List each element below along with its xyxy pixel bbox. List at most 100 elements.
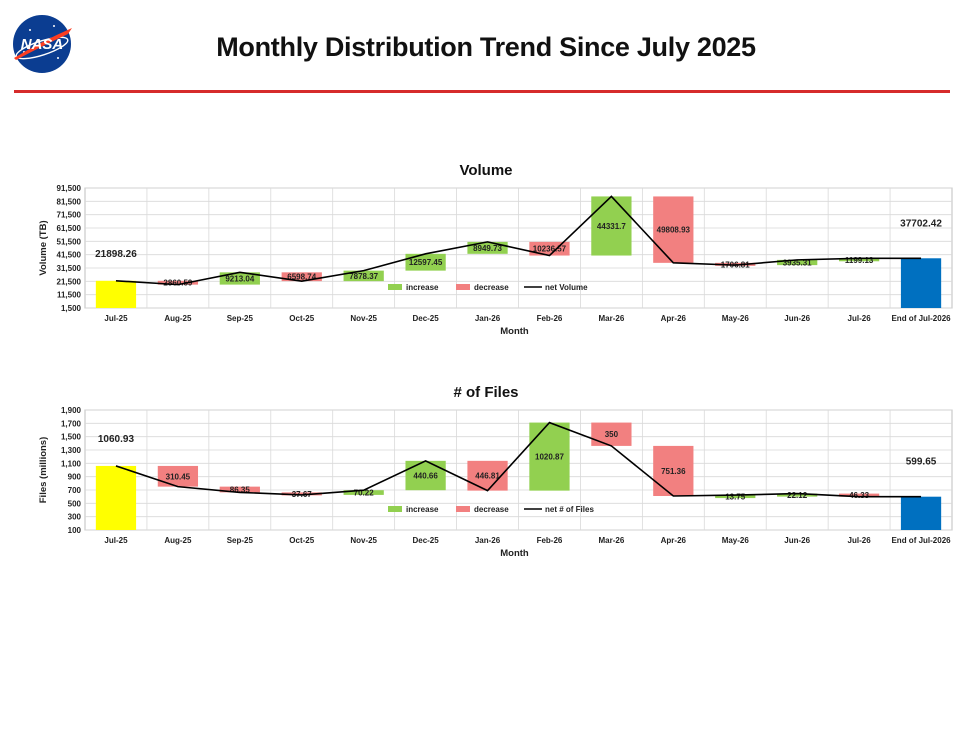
chart0-bar-label: 12597.45 xyxy=(409,258,443,267)
chart1-legend-label-decrease: decrease xyxy=(474,505,509,514)
chart1-ytick-label: 1,100 xyxy=(61,459,82,468)
chart1-xtick-label: Jan-26 xyxy=(475,536,501,545)
chart0-bar-label: 2860.59 xyxy=(163,279,192,288)
chart0-bar-label: 6598.74 xyxy=(287,273,316,282)
chart0-xtick-label: Aug-25 xyxy=(164,314,192,323)
chart0-bar-start xyxy=(95,280,137,308)
chart0-bar-end xyxy=(900,258,942,308)
chart0-ytick-label: 41,500 xyxy=(57,251,82,260)
chart1-bar-label: 46.33 xyxy=(849,491,870,500)
chart0-xtick-label: Jul-25 xyxy=(104,314,128,323)
chart0-ytick-label: 1,500 xyxy=(61,304,82,313)
chart0-ytick-label: 91,500 xyxy=(57,184,82,193)
chart1-bar-increase xyxy=(777,493,818,497)
chart0-xtick-label: Feb-26 xyxy=(537,314,563,323)
chart0-bar-increase xyxy=(591,196,632,256)
chart0-ytick-label: 31,500 xyxy=(57,264,82,273)
chart1-bar-increase xyxy=(405,460,446,491)
chart0-ytick-label: 11,500 xyxy=(57,291,82,300)
chart0-bar-label: 44331.7 xyxy=(597,222,626,231)
chart0-bar-increase xyxy=(405,253,446,271)
chart0-xtick-label: Jan-26 xyxy=(475,314,501,323)
chart1-yaxis-label: Files (millions) xyxy=(38,437,49,504)
chart0-legend-swatch-decrease xyxy=(456,284,470,290)
chart1-legend-label-net: net # of Files xyxy=(545,505,594,514)
chart1-xaxis-label: Month xyxy=(500,548,529,559)
chart1-bar-label: 446.81 xyxy=(475,472,500,481)
chart1-bar-increase xyxy=(343,490,384,495)
chart1-xtick-label: Dec-25 xyxy=(412,536,439,545)
chart0-bar-label: 1199.13 xyxy=(845,256,874,265)
chart0-bar-label: 10236.57 xyxy=(533,245,567,254)
chart0-legend-label-decrease: decrease xyxy=(474,283,509,292)
chart1-ytick-label: 1,300 xyxy=(61,446,82,455)
chart1-ytick-label: 1,700 xyxy=(61,419,82,428)
chart1-xtick-label: Feb-26 xyxy=(537,536,563,545)
chart1-bar-label: 440.66 xyxy=(413,472,438,481)
chart1-title: # of Files xyxy=(453,384,518,401)
chart1-bar-label: 310.45 xyxy=(166,472,191,481)
chart1-bar-label: 350 xyxy=(605,430,619,439)
chart1-ytick-label: 900 xyxy=(68,473,82,482)
chart0-ytick-label: 81,500 xyxy=(57,197,82,206)
chart0-ytick-label: 71,500 xyxy=(57,211,82,220)
chart1-bar-end xyxy=(900,496,942,530)
chart1-bar-label: 751.36 xyxy=(661,467,686,476)
chart0-ytick-label: 61,500 xyxy=(57,224,82,233)
chart1-bar-label: 1060.93 xyxy=(98,434,135,445)
chart1-ytick-label: 1,900 xyxy=(61,406,82,415)
chart0-bar-decrease xyxy=(157,280,199,285)
chart0-net-line xyxy=(115,195,922,286)
chart0-xtick-label: Nov-25 xyxy=(350,314,377,323)
chart1-legend-swatch-increase xyxy=(388,506,402,512)
chart1-bar-label: 22.12 xyxy=(787,491,808,500)
chart1-bar-label: 86.35 xyxy=(230,486,251,495)
chart0-xtick-label: Jun-26 xyxy=(784,314,810,323)
chart1-xtick-label: End of Jul-2026 xyxy=(891,536,951,545)
chart0-bar-label: 7878.37 xyxy=(349,272,378,281)
chart0-bar-label: 8949.73 xyxy=(473,244,502,253)
chart1-ytick-label: 1,500 xyxy=(61,433,82,442)
chart0-xtick-label: Oct-25 xyxy=(289,314,314,323)
chart0-legend: increase decrease net Volume xyxy=(388,283,588,292)
chart0-legend-label-increase: increase xyxy=(406,283,439,292)
chart1-xtick-label: Apr-26 xyxy=(661,536,687,545)
chart0-bar-increase xyxy=(838,258,880,262)
chart1-xtick-label: Jul-26 xyxy=(848,536,872,545)
chart1-legend-swatch-decrease xyxy=(456,506,470,512)
chart1-legend: increase decrease net # of Files xyxy=(388,505,594,514)
page-title: Monthly Distribution Trend Since July 20… xyxy=(216,32,756,62)
chart0-bar-label: 37702.42 xyxy=(900,218,942,229)
chart0-bar-label: 49808.93 xyxy=(657,226,691,235)
chart1-xtick-label: Mar-26 xyxy=(598,536,624,545)
title-divider xyxy=(14,90,950,93)
chart0-xtick-label: May-26 xyxy=(722,314,750,323)
chart0-legend-swatch-increase xyxy=(388,284,402,290)
chart1-bar-decrease xyxy=(281,492,322,496)
chart1-ytick-label: 700 xyxy=(68,486,82,495)
chart0-xaxis-label: Month xyxy=(500,326,529,337)
chart0-xtick-label: Dec-25 xyxy=(412,314,439,323)
logo-wordmark: NASA xyxy=(21,36,64,53)
chart1-xtick-label: Oct-25 xyxy=(289,536,314,545)
chart0-yaxis-label: Volume (TB) xyxy=(38,220,49,275)
chart1-xtick-label: Nov-25 xyxy=(350,536,377,545)
chart0-ytick-label: 51,500 xyxy=(57,237,82,246)
chart1-xtick-label: May-26 xyxy=(722,536,750,545)
chart1-bar-decrease xyxy=(219,486,260,493)
nasa-logo: NASA xyxy=(13,15,72,73)
chart0-bar-increase xyxy=(467,241,508,254)
chart0-bar-label: 21898.26 xyxy=(95,249,137,260)
files-waterfall-chart: # of Files 100 300 500 700 900 1,100 1,300 1,500… xyxy=(38,384,953,559)
chart1-legend-label-increase: increase xyxy=(406,505,439,514)
chart1-bar-start xyxy=(95,465,137,530)
chart0-bar-label: 3935.31 xyxy=(783,259,812,268)
chart0-ytick-label: 21,500 xyxy=(57,277,82,286)
chart1-bar-label: 13.75 xyxy=(725,493,746,502)
chart1-bar-label: 599.65 xyxy=(906,457,937,468)
chart1-bar-decrease xyxy=(838,493,880,497)
chart1-bar-decrease xyxy=(591,422,632,446)
chart1-bar-increase xyxy=(715,495,756,499)
chart0-xtick-label: Jul-26 xyxy=(848,314,872,323)
chart1-net-line xyxy=(115,421,922,498)
